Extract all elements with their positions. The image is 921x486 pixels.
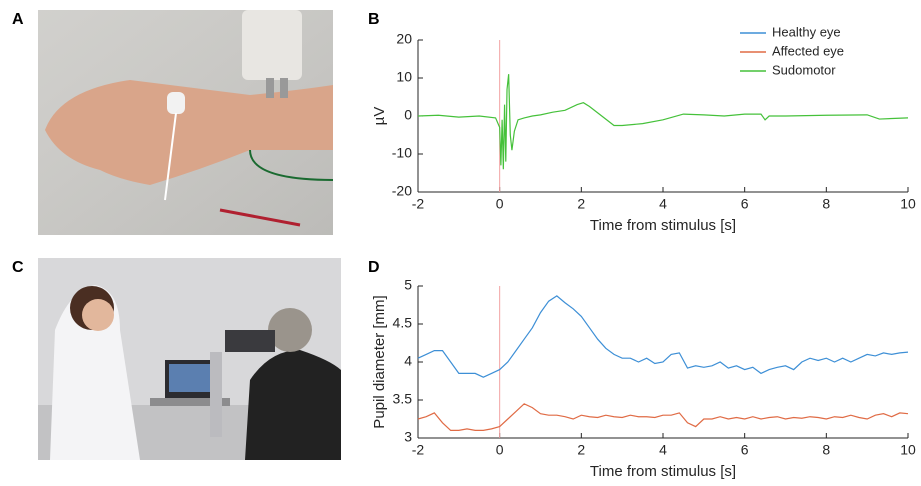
- x-tick-label: 4: [659, 196, 667, 212]
- photo-a: [38, 10, 334, 235]
- series-line: [417, 403, 909, 431]
- y-tick-label: 0: [404, 107, 412, 123]
- y-axis-label: µV: [371, 107, 388, 126]
- x-tick-label: 10: [900, 442, 916, 458]
- y-tick-label: 4: [404, 353, 412, 369]
- panel-label: A: [12, 11, 24, 28]
- y-tick-label: 10: [396, 69, 412, 85]
- x-tick-label: 6: [741, 196, 749, 212]
- y-tick-label: -20: [392, 183, 412, 199]
- x-tick-label: 4: [659, 442, 667, 458]
- x-tick-label: 2: [577, 196, 585, 212]
- panel-label: C: [12, 259, 24, 276]
- x-tick-label: 0: [496, 196, 504, 212]
- y-axis-label: Pupil diameter [mm]: [371, 295, 388, 428]
- series-line: [417, 74, 909, 170]
- legend-label: Sudomotor: [772, 62, 836, 77]
- x-tick-label: 10: [900, 196, 916, 212]
- legend-label: Healthy eye: [772, 24, 841, 39]
- x-tick-label: 8: [822, 442, 830, 458]
- y-tick-label: 3.5: [393, 391, 413, 407]
- y-tick-label: 20: [396, 31, 412, 47]
- y-tick-label: 3: [404, 429, 412, 445]
- x-tick-label: -2: [412, 196, 425, 212]
- x-axis-label: Time from stimulus [s]: [590, 463, 736, 480]
- x-tick-label: 0: [496, 442, 504, 458]
- legend-label: Affected eye: [772, 43, 844, 58]
- x-tick-label: -2: [412, 442, 425, 458]
- series-line: [417, 295, 909, 378]
- photo-c: [38, 258, 341, 460]
- x-tick-label: 8: [822, 196, 830, 212]
- y-tick-label: 4.5: [393, 315, 413, 331]
- panel-label: D: [368, 259, 380, 276]
- panel-label: B: [368, 11, 380, 28]
- y-tick-label: -10: [392, 145, 412, 161]
- y-tick-label: 5: [404, 277, 412, 293]
- x-axis-label: Time from stimulus [s]: [590, 217, 736, 234]
- x-tick-label: 2: [577, 442, 585, 458]
- x-tick-label: 6: [741, 442, 749, 458]
